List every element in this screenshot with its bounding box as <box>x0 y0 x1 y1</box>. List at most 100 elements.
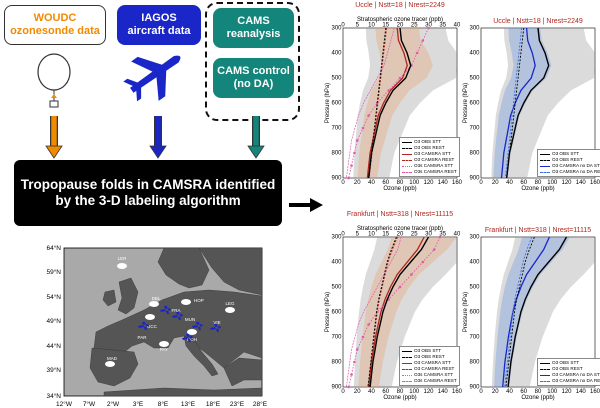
banner-line-2: by the 3-D labeling algorithm <box>55 193 241 208</box>
x-tick-label: 120 <box>561 180 572 186</box>
x-tick-label: 0 <box>341 389 345 395</box>
top-tick-label: 20 <box>397 23 404 29</box>
lon-label: 3°E <box>133 400 144 408</box>
top-tick-label: 35 <box>439 232 446 238</box>
x-axis-label: Ozone (ppb) <box>521 395 554 401</box>
o3s-stt-point <box>387 89 390 92</box>
y-tick-label: 700 <box>331 126 342 132</box>
site-marker <box>149 301 159 307</box>
y-tick-label: 900 <box>469 176 480 182</box>
lon-label: 28°E <box>253 400 268 408</box>
lat-labels: 64°N 59°N 54°N 49°N 44°N 39°N 34°N <box>46 244 61 400</box>
obs-stt-line <box>368 27 412 179</box>
obs-stt-line <box>369 236 430 388</box>
legend-swatch <box>402 171 412 173</box>
o3s-stt-point <box>367 323 370 326</box>
site-marker <box>105 361 115 367</box>
land-masses <box>89 247 263 397</box>
europe-map: 64°N 59°N 54°N 49°N 44°N 39°N 34°N 12°W … <box>46 244 267 408</box>
top-tick-label: 10 <box>368 232 375 238</box>
aircraft-markers <box>138 306 221 342</box>
panel-legend: O3 OBS STT O3 OBS REST O3 CAMSRA no DA STT… <box>537 358 600 386</box>
y-tick-label: 700 <box>469 126 480 132</box>
profile-panel: 0 20 40 60 80 100 120 140 160 300 400 500 600 700 800 9… <box>463 235 600 401</box>
x-tick-label: 40 <box>506 180 513 186</box>
site-label: UCC <box>147 324 157 329</box>
site-marker <box>187 329 197 335</box>
top-tick-label: 30 <box>425 23 432 29</box>
y-tick-label: 300 <box>331 26 342 32</box>
y-tick-label: 400 <box>469 260 480 266</box>
cams-reanalysis-subtitle: reanalysis <box>226 28 281 40</box>
legend-swatch <box>540 165 550 167</box>
legend-label: O3 CAMSRA no DA REST <box>552 378 600 383</box>
top-axis-label: Stratospheric ozone tracer (ppb) <box>357 17 443 23</box>
obs-rest-line <box>505 236 535 388</box>
legend-swatch <box>402 159 412 161</box>
x-tick-label: 20 <box>354 180 361 186</box>
y-tick-label: 500 <box>469 76 480 82</box>
site-label: HOP <box>194 298 204 303</box>
o3s-stt-point <box>355 348 359 351</box>
legend-swatch <box>402 153 412 155</box>
site-label: HOH <box>187 337 197 342</box>
x-axis-label: Ozone (ppb) <box>383 395 416 401</box>
x-tick-label: 120 <box>423 389 434 395</box>
cams-reanalysis-box: CAMS reanalysis <box>213 8 294 48</box>
legend-entry: O3s CAMSRA REST <box>402 378 457 384</box>
obs-range-band <box>353 28 457 178</box>
legend-label: O3 CAMSRA STT <box>414 151 451 156</box>
legend-entry: O3 CAMSRA STT <box>402 360 457 366</box>
legend-swatch <box>402 368 412 370</box>
y-tick-label: 500 <box>469 285 480 291</box>
o3s-stt-point <box>415 51 419 55</box>
legend-entry: O3 OBS REST <box>540 366 600 372</box>
tropopause-banner: Tropopause folds in CAMSRA identified by… <box>14 160 282 226</box>
cams-control-subtitle: (no DA) <box>233 78 274 90</box>
legend-label: O3 CAMSRA REST <box>414 366 455 371</box>
plane-icon <box>182 334 193 342</box>
legend-label: O3 CAMSRA no DA STT <box>552 372 600 377</box>
x-tick-label: 0 <box>479 389 483 395</box>
y-tick-label: 500 <box>331 285 342 291</box>
site-marker <box>145 314 155 320</box>
o3s-stt-point <box>432 248 436 251</box>
y-axis-label: Pressure (hPa) <box>325 83 331 123</box>
lon-label: 13°E <box>181 400 196 408</box>
x-tick-label: 60 <box>382 389 389 395</box>
site-markers: LER DBL UCC FRA HOP MUN VIE PAR PAY HOH … <box>105 256 235 367</box>
balloon-icon <box>37 53 71 108</box>
legend-entry: O3 OBS REST <box>402 145 457 151</box>
x-axis-label: Ozone (ppb) <box>383 186 416 192</box>
legend-label: O3 OBS REST <box>414 354 445 359</box>
legend-entry: O3 OBS STT <box>540 360 600 366</box>
legend-swatch <box>402 380 412 382</box>
y-tick-label: 300 <box>331 235 342 241</box>
woudc-arrow <box>45 116 63 159</box>
lon-label: 18°E <box>206 400 221 408</box>
top-tick-label: 25 <box>411 23 418 29</box>
legend-label: O3 OBS REST <box>552 157 583 162</box>
site-marker <box>117 263 127 269</box>
legend-swatch <box>540 153 550 155</box>
iagos-arrow <box>149 116 167 159</box>
legend-label: O3 CAMSRA REST <box>414 157 455 162</box>
lat-label: 59°N <box>46 268 61 276</box>
o3s-stt-point <box>367 114 370 117</box>
obs-range-band <box>491 237 595 387</box>
legend-entry: O3s CAMSRA REST <box>402 169 457 175</box>
x-tick-label: 140 <box>438 389 449 395</box>
site-marker <box>159 341 169 347</box>
y-tick-label: 600 <box>469 310 480 316</box>
x-tick-label: 60 <box>520 180 527 186</box>
lat-label: 64°N <box>46 244 61 252</box>
site-label: DBL <box>152 296 161 301</box>
o3s-stt-point <box>398 76 402 80</box>
obs-rest-line <box>367 236 397 388</box>
x-tick-label: 80 <box>397 389 404 395</box>
site-marker <box>225 307 235 313</box>
site-marker <box>181 299 191 305</box>
top-tick-label: 5 <box>356 23 360 29</box>
x-tick-label: 20 <box>354 389 361 395</box>
